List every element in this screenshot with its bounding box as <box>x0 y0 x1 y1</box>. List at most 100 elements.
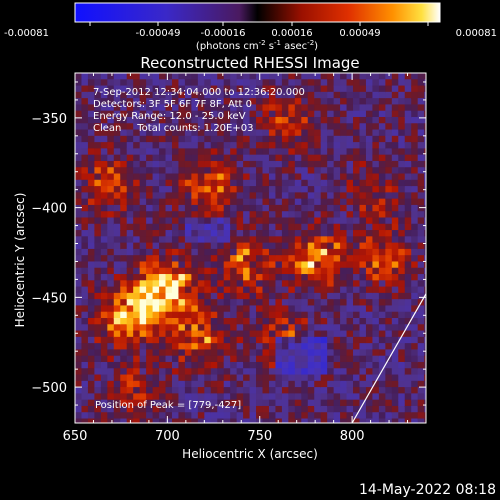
heatmap-pixel <box>178 173 186 181</box>
heatmap-pixel <box>178 267 186 276</box>
heatmap-pixel <box>100 198 109 206</box>
heatmap-pixel <box>398 318 406 326</box>
heatmap-pixel <box>236 148 244 156</box>
heatmap-pixel <box>353 274 361 282</box>
heatmap-pixel <box>81 280 89 288</box>
heatmap-pixel <box>301 167 309 175</box>
heatmap-pixel <box>353 186 361 194</box>
heatmap-pixel <box>217 236 225 244</box>
heatmap-pixel <box>204 349 212 357</box>
heatmap-pixel <box>152 355 160 364</box>
heatmap-pixel <box>184 387 193 395</box>
heatmap-pixel <box>126 192 135 200</box>
heatmap-pixel <box>391 154 400 163</box>
heatmap-pixel <box>159 330 167 338</box>
heatmap-pixel <box>294 374 303 382</box>
heatmap-pixel <box>404 292 413 301</box>
heatmap-pixel <box>314 148 322 156</box>
heatmap-pixel <box>391 217 400 225</box>
heatmap-pixel <box>417 349 426 357</box>
heatmap-pixel <box>171 305 180 313</box>
heatmap-pixel <box>281 104 290 112</box>
heatmap-pixel <box>204 305 212 313</box>
heatmap-pixel <box>165 192 173 200</box>
heatmap-pixel <box>340 374 348 382</box>
heatmap-pixel <box>159 167 167 175</box>
heatmap-pixel <box>236 186 244 194</box>
heatmap-pixel <box>307 299 316 307</box>
heatmap-pixel <box>152 173 160 181</box>
heatmap-pixel <box>152 123 160 131</box>
heatmap-pixel <box>327 292 335 301</box>
heatmap-pixel <box>365 85 374 93</box>
heatmap-pixel <box>424 261 426 269</box>
heatmap-pixel <box>217 280 225 288</box>
heatmap-pixel <box>184 412 193 420</box>
heatmap-pixel <box>301 248 309 257</box>
heatmap-pixel <box>139 387 148 395</box>
heatmap-pixel <box>327 104 335 112</box>
heatmap-pixel <box>294 129 303 137</box>
heatmap-pixel <box>359 79 367 87</box>
heatmap-pixel <box>243 292 251 301</box>
heatmap-pixel <box>275 230 283 238</box>
heatmap-pixel <box>126 274 135 282</box>
heatmap-pixel <box>365 280 374 288</box>
heatmap-pixel <box>320 217 329 225</box>
heatmap-pixel <box>133 361 141 370</box>
heatmap-pixel <box>417 336 426 345</box>
heatmap-pixel <box>178 318 186 326</box>
heatmap-pixel <box>87 123 96 131</box>
heatmap-pixel <box>126 248 135 257</box>
heatmap-pixel <box>171 412 180 420</box>
heatmap-pixel <box>333 173 341 181</box>
heatmap-pixel <box>75 261 83 269</box>
heatmap-pixel <box>275 116 283 125</box>
heatmap-pixel <box>100 167 109 175</box>
heatmap-pixel <box>197 387 206 395</box>
heatmap-pixel <box>327 98 335 106</box>
heatmap-pixel <box>126 186 135 194</box>
heatmap-pixel <box>171 160 180 169</box>
heatmap-pixel <box>359 292 367 301</box>
heatmap-pixel <box>301 280 309 288</box>
heatmap-pixel <box>152 305 160 313</box>
heatmap-pixel <box>398 311 406 320</box>
heatmap-pixel <box>404 211 413 219</box>
heatmap-pixel <box>94 305 102 313</box>
heatmap-pixel <box>275 192 283 200</box>
heatmap-pixel <box>346 374 354 382</box>
heatmap-pixel <box>404 217 413 225</box>
heatmap-pixel <box>391 324 400 332</box>
heatmap-pixel <box>107 230 115 238</box>
heatmap-pixel <box>210 343 219 351</box>
heatmap-pixel <box>107 255 115 263</box>
heatmap-pixel <box>165 173 173 181</box>
heatmap-pixel <box>307 380 316 389</box>
heatmap-pixel <box>372 236 380 244</box>
heatmap-pixel <box>100 405 109 414</box>
heatmap-pixel <box>165 116 173 125</box>
heatmap-pixel <box>230 299 238 307</box>
heatmap-pixel <box>307 324 316 332</box>
heatmap-pixel <box>100 242 109 250</box>
heatmap-pixel <box>275 387 283 395</box>
heatmap-pixel <box>340 267 348 276</box>
heatmap-pixel <box>152 267 160 276</box>
heatmap-pixel <box>256 318 264 326</box>
heatmap-pixel <box>191 305 199 313</box>
heatmap-pixel <box>107 135 115 144</box>
heatmap-pixel <box>133 173 141 181</box>
heatmap-pixel <box>152 286 160 294</box>
heatmap-pixel <box>268 349 277 357</box>
heatmap-pixel <box>307 361 316 370</box>
heatmap-pixel <box>301 116 309 125</box>
heatmap-pixel <box>404 230 413 238</box>
heatmap-pixel <box>204 73 212 81</box>
heatmap-pixel <box>139 374 148 382</box>
heatmap-pixel <box>346 305 354 313</box>
heatmap-pixel <box>411 305 419 313</box>
heatmap-pixel <box>256 91 264 100</box>
heatmap-pixel <box>320 286 329 294</box>
heatmap-pixel <box>307 230 316 238</box>
